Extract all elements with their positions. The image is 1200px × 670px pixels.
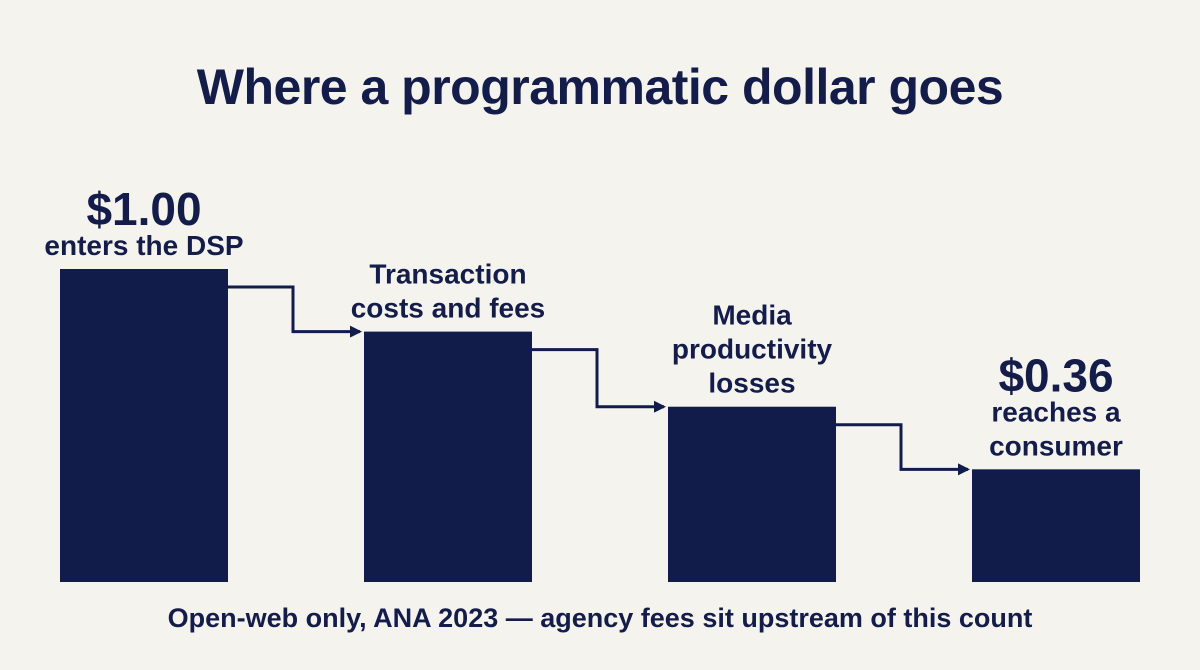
bar-2 (364, 331, 532, 582)
footnote: Open-web only, ANA 2023 — agency fees si… (167, 603, 1033, 633)
bars-layer (60, 269, 1140, 582)
bar-4 (972, 469, 1140, 582)
bar-1 (60, 269, 228, 582)
bar-4-category-label-line-2: consumer (989, 430, 1123, 461)
connector-arrow-2 (532, 348, 666, 413)
connector-arrow-1 (228, 285, 362, 338)
bar-1-category-label-line-1: enters the DSP (44, 230, 243, 261)
bar-3-category-label-line-2: productivity (672, 334, 833, 365)
bar-3-category-label-line-1: Media (712, 300, 792, 331)
bar-4-category-label-line-1: reaches a (991, 396, 1121, 427)
connectors-layer (228, 285, 970, 476)
bar-4-value-label: $0.36 (998, 349, 1113, 401)
bar-3 (668, 406, 836, 582)
bar-1-value-label: $1.00 (86, 183, 201, 235)
bar-3-category-label-line-3: losses (708, 368, 795, 399)
bar-2-category-label-line-2: costs and fees (351, 293, 546, 324)
bar-2-category-label-line-1: Transaction (369, 259, 526, 290)
connector-arrow-3 (836, 423, 970, 476)
chart-title: Where a programmatic dollar goes (196, 59, 1004, 115)
